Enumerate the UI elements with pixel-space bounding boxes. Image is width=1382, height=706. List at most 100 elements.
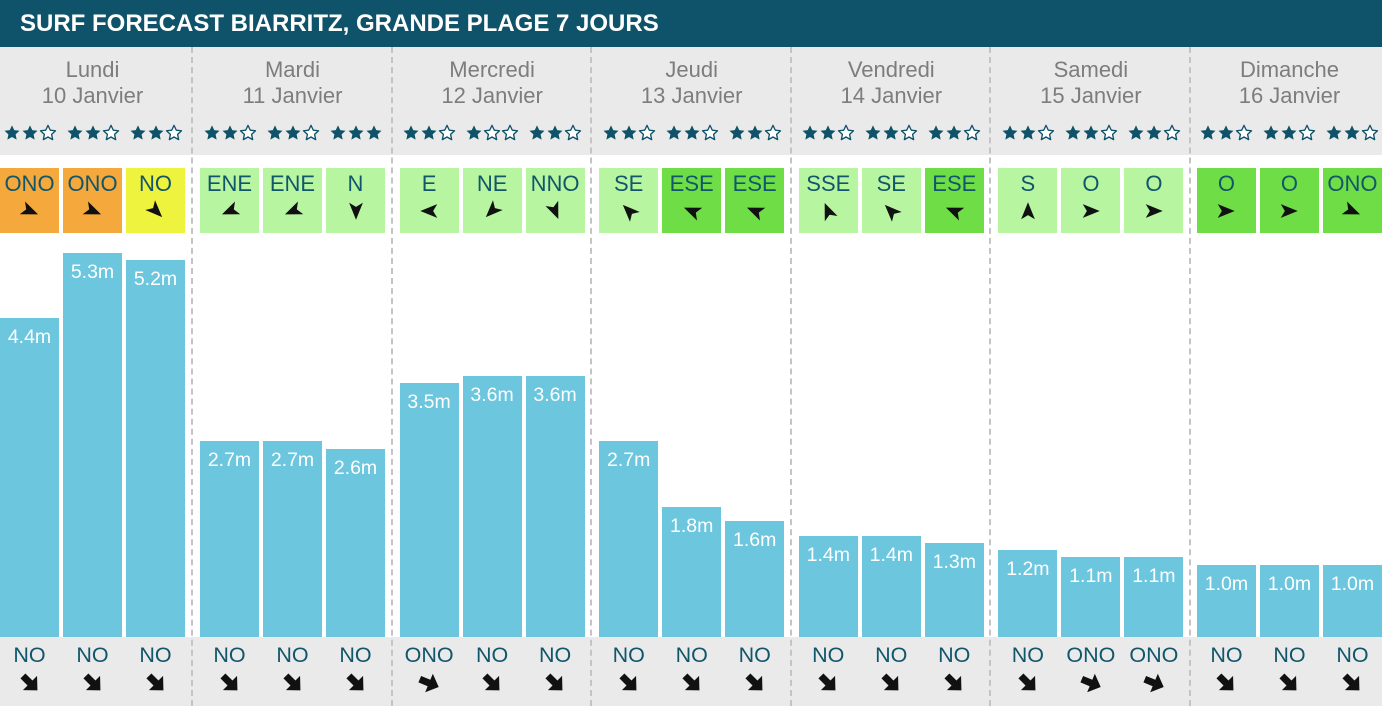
star-filled-icon bbox=[85, 125, 100, 140]
swell-direction-label: NO bbox=[1210, 643, 1243, 667]
wind-box: ESE bbox=[924, 168, 984, 233]
wave-height-bar: 1.2m bbox=[998, 550, 1058, 637]
wave-height-label: 1.1m bbox=[1069, 565, 1113, 588]
day-date: 13 Janvier bbox=[640, 83, 743, 108]
star-filled-icon bbox=[130, 125, 145, 140]
bar-slot: 1.8m bbox=[662, 233, 722, 637]
wave-height-bar: 1.0m bbox=[1196, 564, 1256, 637]
star-filled-icon bbox=[1263, 125, 1279, 140]
wind-arrow-icon bbox=[1218, 204, 1236, 218]
star-filled-icon bbox=[421, 125, 437, 140]
swell-cell: NO bbox=[998, 637, 1057, 706]
wind-direction-label: ENE bbox=[269, 171, 316, 196]
wind-arrow-icon bbox=[1145, 204, 1163, 218]
star-empty-icon bbox=[638, 124, 655, 141]
star-rating bbox=[1323, 124, 1382, 142]
wind-box: O bbox=[1259, 168, 1319, 233]
wind-direction-label: N bbox=[347, 171, 364, 196]
star-filled-icon bbox=[330, 125, 345, 140]
star-empty-icon bbox=[102, 124, 119, 141]
wind-arrow-icon bbox=[420, 204, 438, 218]
wave-height-bar: 5.2m bbox=[126, 260, 185, 637]
star-filled-icon bbox=[747, 125, 763, 140]
swell-cell: NO bbox=[126, 637, 185, 706]
star-rating bbox=[998, 124, 1057, 142]
wave-height-label: 1.3m bbox=[932, 550, 976, 573]
star-filled-icon bbox=[4, 125, 19, 140]
bar-slot: 1.0m bbox=[1196, 233, 1256, 637]
bar-slot: 1.0m bbox=[1259, 233, 1319, 637]
bar-slot: 3.5m bbox=[399, 233, 459, 637]
bar-slot: 1.1m bbox=[1124, 233, 1184, 637]
day-header: Mardi 11 Janvier bbox=[192, 47, 392, 155]
swell-arrow-icon bbox=[1080, 673, 1101, 693]
day-header: Mercredi 12 Janvier bbox=[391, 47, 592, 155]
rating-row bbox=[200, 121, 385, 145]
wind-box: O bbox=[1061, 168, 1121, 233]
star-empty-icon bbox=[1299, 124, 1316, 141]
swell-direction-label: NO bbox=[675, 643, 708, 667]
wave-height-bars: 3.5m 3.6m 3.6m bbox=[392, 233, 592, 637]
swell-row: NO NO NO bbox=[1189, 637, 1382, 706]
swell-direction-label: NO bbox=[339, 643, 372, 667]
star-filled-icon bbox=[1083, 125, 1099, 140]
wave-height-label: 1.4m bbox=[806, 543, 850, 566]
wind-row: ONO ONO NO bbox=[0, 168, 192, 233]
wind-box: O bbox=[1124, 168, 1184, 233]
wave-height-label: 1.0m bbox=[1267, 572, 1312, 595]
wind-direction-label: ESE bbox=[932, 171, 977, 196]
wave-height-label: 1.4m bbox=[869, 543, 913, 566]
swell-arrow-icon bbox=[881, 673, 899, 691]
bar-slot: 1.6m bbox=[725, 233, 785, 637]
bar-slot: 2.6m bbox=[326, 233, 385, 637]
swell-direction-label: NO bbox=[1273, 643, 1306, 667]
swell-arrow-icon bbox=[145, 673, 163, 691]
star-filled-icon bbox=[820, 125, 836, 140]
wind-arrow-icon bbox=[683, 207, 702, 221]
swell-arrow-icon bbox=[1216, 673, 1234, 691]
star-empty-icon bbox=[564, 124, 582, 141]
star-empty-icon bbox=[239, 124, 256, 141]
star-filled-icon bbox=[603, 125, 619, 140]
swell-arrow-icon bbox=[82, 673, 100, 691]
star-empty-icon bbox=[501, 124, 519, 141]
wind-arrow-icon bbox=[1281, 204, 1299, 218]
wind-direction-label: SE bbox=[876, 171, 906, 196]
wave-height-bar: 1.0m bbox=[1322, 564, 1382, 637]
swell-arrow-icon bbox=[1279, 673, 1297, 691]
wind-arrow-icon bbox=[746, 207, 765, 221]
star-filled-icon bbox=[1146, 125, 1162, 140]
wind-arrow-icon bbox=[545, 200, 559, 220]
swell-row: NO NO NO bbox=[790, 637, 991, 706]
star-rating bbox=[1260, 124, 1319, 142]
wind-box: SE bbox=[861, 168, 921, 233]
day-column: Vendredi 14 Janvier SSE SE ESE 1.4m 1.4m 1.3m NO… bbox=[789, 47, 991, 706]
swell-cell: NO bbox=[1260, 637, 1319, 706]
wind-direction-label: O bbox=[1217, 171, 1236, 196]
star-filled-icon bbox=[348, 125, 363, 140]
swell-row: NO NO NO bbox=[591, 637, 791, 706]
star-filled-icon bbox=[883, 125, 899, 140]
wind-direction-label: ONO bbox=[67, 171, 118, 196]
star-filled-icon bbox=[1065, 125, 1081, 140]
star-rating bbox=[925, 124, 984, 142]
star-empty-icon bbox=[165, 124, 182, 141]
swell-direction-label: NO bbox=[938, 643, 971, 667]
star-filled-icon bbox=[285, 125, 300, 140]
star-empty-icon bbox=[1100, 124, 1118, 141]
star-empty-icon bbox=[764, 124, 781, 141]
wave-height-bar: 1.8m bbox=[662, 506, 722, 637]
star-empty-icon bbox=[964, 124, 981, 141]
wind-direction-label: NE bbox=[476, 171, 508, 196]
wind-box: ONO bbox=[63, 168, 122, 233]
swell-row: NO ONO ONO bbox=[990, 637, 1190, 706]
wind-direction-label: O bbox=[1280, 171, 1299, 196]
wind-row: SSE SE ESE bbox=[791, 168, 991, 233]
swell-cell: NO bbox=[725, 637, 784, 706]
day-column: Mardi 11 Janvier ENE ENE N 2.7m 2.7m 2.6m NO NO NO bbox=[191, 47, 392, 706]
bar-slot: 3.6m bbox=[525, 233, 585, 637]
star-filled-icon bbox=[802, 125, 818, 140]
swell-cell: NO bbox=[63, 637, 122, 706]
star-rating bbox=[263, 124, 322, 142]
